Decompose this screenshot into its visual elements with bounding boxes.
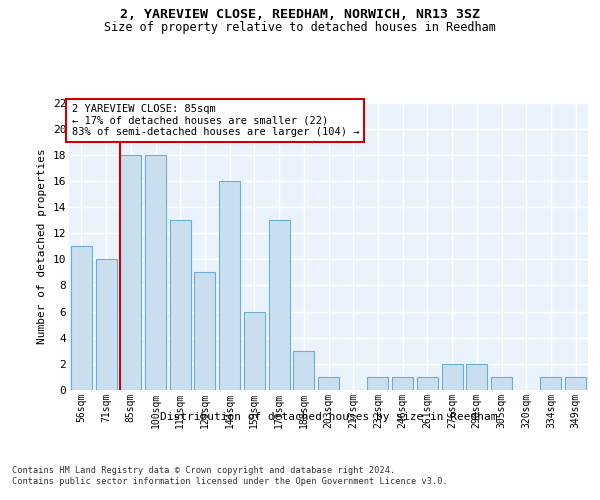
Bar (392, 377, 413, 390)
Bar (194, 272, 215, 390)
Bar (318, 377, 339, 390)
Bar (269, 220, 290, 390)
Text: Distribution of detached houses by size in Reedham: Distribution of detached houses by size … (160, 412, 497, 422)
Bar (244, 312, 265, 390)
Bar (565, 377, 586, 390)
Bar (145, 155, 166, 390)
Bar (491, 377, 512, 390)
Bar (466, 364, 487, 390)
Bar (219, 181, 240, 390)
Bar (293, 351, 314, 390)
Bar (170, 220, 191, 390)
Text: 2, YAREVIEW CLOSE, REEDHAM, NORWICH, NR13 3SZ: 2, YAREVIEW CLOSE, REEDHAM, NORWICH, NR1… (120, 8, 480, 20)
Bar (417, 377, 438, 390)
Bar (71, 246, 92, 390)
Bar (442, 364, 463, 390)
Bar (95, 260, 116, 390)
Text: Contains HM Land Registry data © Crown copyright and database right 2024.: Contains HM Land Registry data © Crown c… (12, 466, 395, 475)
Bar (120, 155, 141, 390)
Bar (367, 377, 388, 390)
Text: Size of property relative to detached houses in Reedham: Size of property relative to detached ho… (104, 21, 496, 34)
Bar (541, 377, 562, 390)
Text: 2 YAREVIEW CLOSE: 85sqm
← 17% of detached houses are smaller (22)
83% of semi-de: 2 YAREVIEW CLOSE: 85sqm ← 17% of detache… (71, 104, 359, 137)
Y-axis label: Number of detached properties: Number of detached properties (37, 148, 47, 344)
Text: Contains public sector information licensed under the Open Government Licence v3: Contains public sector information licen… (12, 478, 448, 486)
